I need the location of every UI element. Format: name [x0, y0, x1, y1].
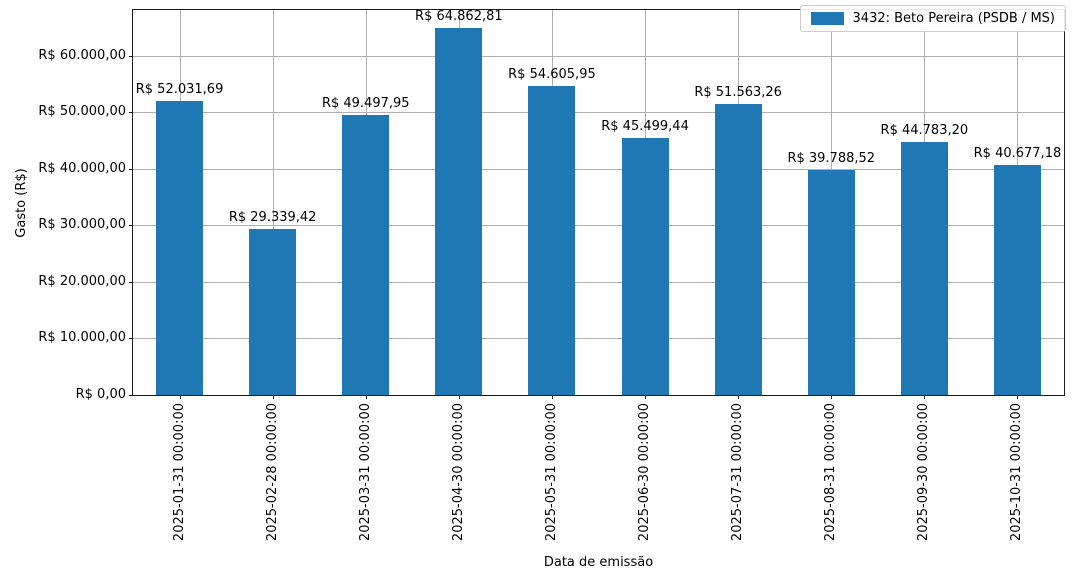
x-tick-mark	[645, 395, 647, 399]
x-tick-mark	[179, 395, 181, 399]
bars-layer	[133, 10, 1064, 395]
bar	[528, 86, 576, 395]
x-tick-mark	[551, 395, 553, 399]
bar-value-label: R$ 40.677,18	[973, 146, 1062, 162]
y-tick-label: R$ 30.000,00	[38, 217, 126, 233]
gridline-horizontal	[133, 338, 1064, 340]
x-tick-mark	[738, 395, 740, 399]
bar-value-label: R$ 44.783,20	[880, 122, 969, 138]
y-tick-label: R$ 0,00	[75, 387, 126, 402]
gridline-horizontal	[133, 112, 1064, 114]
y-tick-mark	[129, 225, 133, 227]
legend: 3432: Beto Pereira (PSDB / MS)	[799, 5, 1066, 32]
x-tick-mark	[1017, 395, 1019, 399]
y-tick-mark	[129, 55, 133, 57]
bar-value-label: R$ 39.788,52	[787, 151, 876, 167]
bar-value-label: R$ 64.862,81	[415, 9, 503, 25]
y-tick-label: R$ 20.000,00	[38, 273, 126, 289]
y-tick-label: R$ 10.000,00	[38, 330, 126, 346]
gridline-horizontal	[133, 225, 1064, 227]
bar	[807, 170, 855, 395]
x-tick-mark	[831, 395, 833, 399]
legend-label: 3432: Beto Pereira (PSDB / MS)	[852, 11, 1055, 26]
bar	[342, 115, 390, 395]
bar	[156, 100, 204, 395]
gridline-horizontal	[133, 168, 1064, 170]
bar	[993, 165, 1041, 395]
bar	[249, 229, 297, 395]
x-tick-mark	[272, 395, 274, 399]
bar	[714, 103, 762, 395]
bar	[621, 137, 669, 395]
bar-value-label: R$ 49.497,95	[321, 96, 410, 112]
y-tick-label: R$ 40.000,00	[38, 160, 126, 176]
y-tick-mark	[129, 281, 133, 283]
gridline-vertical	[272, 10, 274, 395]
bar	[900, 141, 948, 395]
y-tick-mark	[129, 395, 133, 396]
x-tick-mark	[365, 395, 367, 399]
bar-value-label: R$ 52.031,69	[135, 81, 224, 97]
y-tick-label: R$ 50.000,00	[38, 104, 126, 120]
bar-value-label: R$ 51.563,26	[694, 84, 782, 100]
y-axis-title-text: Gasto (R$)	[14, 167, 29, 238]
x-tick-mark	[458, 395, 460, 399]
y-tick-mark	[129, 168, 133, 170]
bar	[435, 28, 483, 395]
legend-swatch	[810, 12, 844, 25]
bar-value-label: R$ 29.339,42	[228, 210, 317, 226]
y-tick-mark	[129, 338, 133, 340]
x-tick-mark	[924, 395, 926, 399]
bar-value-label: R$ 45.499,44	[601, 118, 689, 134]
bar-value-label: R$ 54.605,95	[508, 67, 596, 83]
y-tick-mark	[129, 112, 133, 114]
gridline-horizontal	[133, 55, 1064, 57]
x-axis-title: Data de emissão	[543, 555, 654, 570]
gridline-horizontal	[133, 281, 1064, 283]
y-tick-label: R$ 60.000,00	[38, 47, 126, 63]
